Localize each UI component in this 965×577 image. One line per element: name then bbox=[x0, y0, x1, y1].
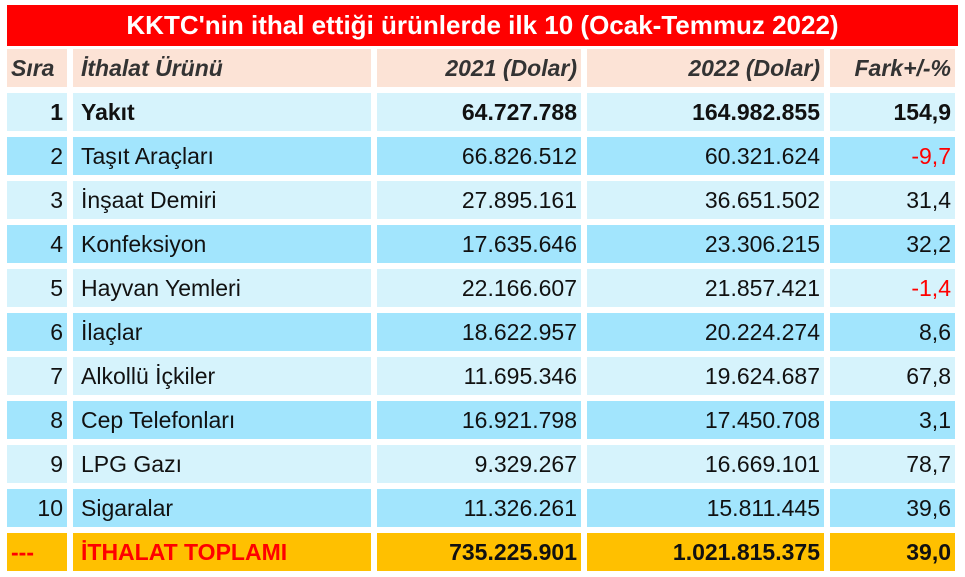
cell-product: Cep Telefonları bbox=[73, 401, 371, 439]
cell-value-2022: 60.321.624 bbox=[587, 137, 824, 175]
imports-table: Sıra İthalat Ürünü 2021 (Dolar) 2022 (Do… bbox=[1, 43, 961, 577]
header-row: Sıra İthalat Ürünü 2021 (Dolar) 2022 (Do… bbox=[7, 49, 955, 87]
table-row: 9 LPG Gazı 9.329.267 16.669.101 78,7 bbox=[7, 445, 955, 483]
cell-rank: 6 bbox=[7, 313, 67, 351]
table-row: 1 Yakıt 64.727.788 164.982.855 154,9 bbox=[7, 93, 955, 131]
table-row: 6 İlaçlar 18.622.957 20.224.274 8,6 bbox=[7, 313, 955, 351]
cell-change: 31,4 bbox=[830, 181, 955, 219]
cell-value-2022: 23.306.215 bbox=[587, 225, 824, 263]
cell-value-2022: 164.982.855 bbox=[587, 93, 824, 131]
total-row: --- İTHALAT TOPLAMI 735.225.901 1.021.815.3… bbox=[7, 533, 955, 571]
cell-product: LPG Gazı bbox=[73, 445, 371, 483]
cell-value-2022: 15.811.445 bbox=[587, 489, 824, 527]
header-product: İthalat Ürünü bbox=[73, 49, 371, 87]
total-product: İTHALAT TOPLAMI bbox=[73, 533, 371, 571]
cell-rank: 7 bbox=[7, 357, 67, 395]
cell-value-2021: 27.895.161 bbox=[377, 181, 581, 219]
cell-change: 78,7 bbox=[830, 445, 955, 483]
cell-value-2022: 16.669.101 bbox=[587, 445, 824, 483]
header-2022: 2022 (Dolar) bbox=[587, 49, 824, 87]
header-change: Fark+/-% bbox=[830, 49, 955, 87]
cell-rank: 5 bbox=[7, 269, 67, 307]
table-row: 2 Taşıt Araçları 66.826.512 60.321.624 -9,7 bbox=[7, 137, 955, 175]
cell-value-2021: 64.727.788 bbox=[377, 93, 581, 131]
cell-product: Alkollü İçkiler bbox=[73, 357, 371, 395]
cell-product: Konfeksiyon bbox=[73, 225, 371, 263]
cell-change: 39,6 bbox=[830, 489, 955, 527]
cell-value-2022: 21.857.421 bbox=[587, 269, 824, 307]
cell-value-2021: 9.329.267 bbox=[377, 445, 581, 483]
cell-value-2021: 66.826.512 bbox=[377, 137, 581, 175]
table-row: 10 Sigaralar 11.326.261 15.811.445 39,6 bbox=[7, 489, 955, 527]
cell-change: 3,1 bbox=[830, 401, 955, 439]
cell-product: İnşaat Demiri bbox=[73, 181, 371, 219]
total-value-2021: 735.225.901 bbox=[377, 533, 581, 571]
table-row: 5 Hayvan Yemleri 22.166.607 21.857.421 -1,4 bbox=[7, 269, 955, 307]
table-row: 3 İnşaat Demiri 27.895.161 36.651.502 31,4 bbox=[7, 181, 955, 219]
cell-change: 8,6 bbox=[830, 313, 955, 351]
cell-rank: 3 bbox=[7, 181, 67, 219]
cell-value-2021: 16.921.798 bbox=[377, 401, 581, 439]
cell-rank: 4 bbox=[7, 225, 67, 263]
cell-product: Yakıt bbox=[73, 93, 371, 131]
cell-change: 32,2 bbox=[830, 225, 955, 263]
cell-product: Taşıt Araçları bbox=[73, 137, 371, 175]
cell-change: 67,8 bbox=[830, 357, 955, 395]
total-value-2022: 1.021.815.375 bbox=[587, 533, 824, 571]
table-title: KKTC'nin ithal ettiği ürünlerde ilk 10 (… bbox=[7, 5, 958, 46]
cell-value-2021: 18.622.957 bbox=[377, 313, 581, 351]
cell-value-2021: 17.635.646 bbox=[377, 225, 581, 263]
cell-value-2021: 11.326.261 bbox=[377, 489, 581, 527]
cell-value-2022: 17.450.708 bbox=[587, 401, 824, 439]
header-2021: 2021 (Dolar) bbox=[377, 49, 581, 87]
cell-rank: 2 bbox=[7, 137, 67, 175]
cell-rank: 8 bbox=[7, 401, 67, 439]
cell-rank: 10 bbox=[7, 489, 67, 527]
cell-value-2022: 20.224.274 bbox=[587, 313, 824, 351]
cell-change: 154,9 bbox=[830, 93, 955, 131]
cell-change: -1,4 bbox=[830, 269, 955, 307]
cell-product: İlaçlar bbox=[73, 313, 371, 351]
cell-rank: 1 bbox=[7, 93, 67, 131]
table-row: 4 Konfeksiyon 17.635.646 23.306.215 32,2 bbox=[7, 225, 955, 263]
header-rank: Sıra bbox=[7, 49, 67, 87]
total-change: 39,0 bbox=[830, 533, 955, 571]
cell-value-2021: 11.695.346 bbox=[377, 357, 581, 395]
cell-value-2022: 36.651.502 bbox=[587, 181, 824, 219]
cell-value-2022: 19.624.687 bbox=[587, 357, 824, 395]
cell-value-2021: 22.166.607 bbox=[377, 269, 581, 307]
cell-change: -9,7 bbox=[830, 137, 955, 175]
table-row: 8 Cep Telefonları 16.921.798 17.450.708 3,1 bbox=[7, 401, 955, 439]
table-row: 7 Alkollü İçkiler 11.695.346 19.624.687 67,8 bbox=[7, 357, 955, 395]
cell-product: Hayvan Yemleri bbox=[73, 269, 371, 307]
cell-rank: 9 bbox=[7, 445, 67, 483]
cell-product: Sigaralar bbox=[73, 489, 371, 527]
total-rank: --- bbox=[7, 533, 67, 571]
